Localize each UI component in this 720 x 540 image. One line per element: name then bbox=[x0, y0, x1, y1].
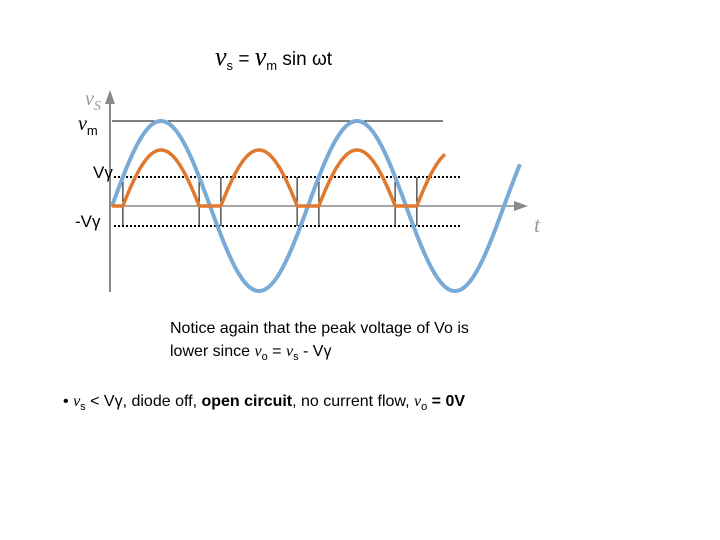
y-axis-arrow bbox=[105, 90, 115, 104]
y-axis-label: νS bbox=[85, 88, 101, 114]
note-line-1: Notice again that the peak voltage of Vo… bbox=[170, 320, 469, 337]
t-axis-arrow bbox=[514, 201, 528, 211]
bullet-diode-off: • νs < Vγ, diode off, open circuit, no c… bbox=[63, 393, 466, 414]
vm-label: νm bbox=[78, 113, 98, 138]
t-axis-label: t bbox=[534, 212, 541, 237]
equation-title: νs = νm sin ωt bbox=[215, 42, 333, 73]
input-sine-wave bbox=[110, 119, 522, 293]
rectified-output-wave bbox=[111, 148, 447, 208]
neg-vgamma-label: -Vγ bbox=[75, 212, 101, 231]
note-text: Notice again that the peak voltage of Vo… bbox=[170, 317, 469, 369]
threshold-connectors bbox=[122, 177, 418, 226]
vgamma-label: Vγ bbox=[93, 163, 113, 182]
note-line-2: lower since νo = νs - Vγ bbox=[170, 343, 332, 364]
